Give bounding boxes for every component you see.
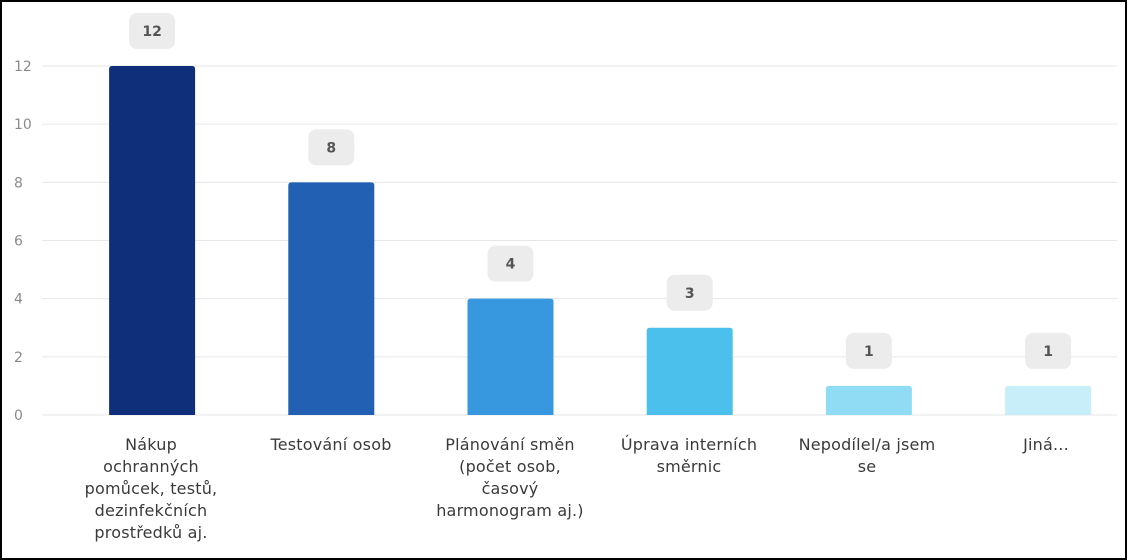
data-label-badge	[487, 245, 534, 282]
data-label-badge	[1025, 332, 1072, 369]
data-label: 4	[506, 257, 516, 273]
category-label: Úprava interních směrnic	[620, 435, 758, 476]
bar-chart: 0 2 4 6 8 10 12 12 8 4 3 1 1	[14, 13, 1117, 424]
category-label: Nepodílel/a jsem se	[798, 435, 936, 476]
bar	[109, 66, 196, 415]
data-label-badge	[845, 332, 892, 369]
category-label: Testování osob	[270, 435, 392, 454]
bar	[1005, 385, 1092, 415]
data-label-badge	[308, 129, 355, 166]
y-tick-label: 6	[14, 234, 23, 250]
bar	[825, 385, 912, 415]
y-tick-label: 0	[14, 408, 23, 424]
bar	[288, 182, 375, 415]
data-label: 1	[864, 344, 874, 360]
data-label: 12	[142, 24, 161, 40]
y-tick-label: 4	[14, 292, 23, 308]
y-tick-label: 8	[14, 175, 23, 191]
gridlines	[42, 65, 1117, 416]
y-tick-label: 10	[14, 117, 32, 133]
data-label: 8	[326, 140, 336, 156]
bar	[646, 327, 733, 415]
y-tick-label: 12	[14, 59, 32, 75]
data-labels: 12 8 4 3 1 1	[129, 13, 1072, 369]
data-label-badge	[129, 13, 176, 49]
bars	[109, 66, 1092, 415]
category-label: Jiná...	[1023, 435, 1069, 454]
y-axis-ticks: 0 2 4 6 8 10 12	[14, 59, 32, 424]
data-label: 3	[685, 286, 695, 302]
y-tick-label: 2	[14, 350, 23, 366]
bar	[467, 298, 554, 415]
category-label: Plánování směn (počet osob, časový harmo…	[436, 435, 584, 520]
category-label: Nákup ochranných pomůcek, testů, dezinfe…	[84, 435, 218, 542]
data-label: 1	[1043, 344, 1053, 360]
data-label-badge	[666, 274, 713, 311]
